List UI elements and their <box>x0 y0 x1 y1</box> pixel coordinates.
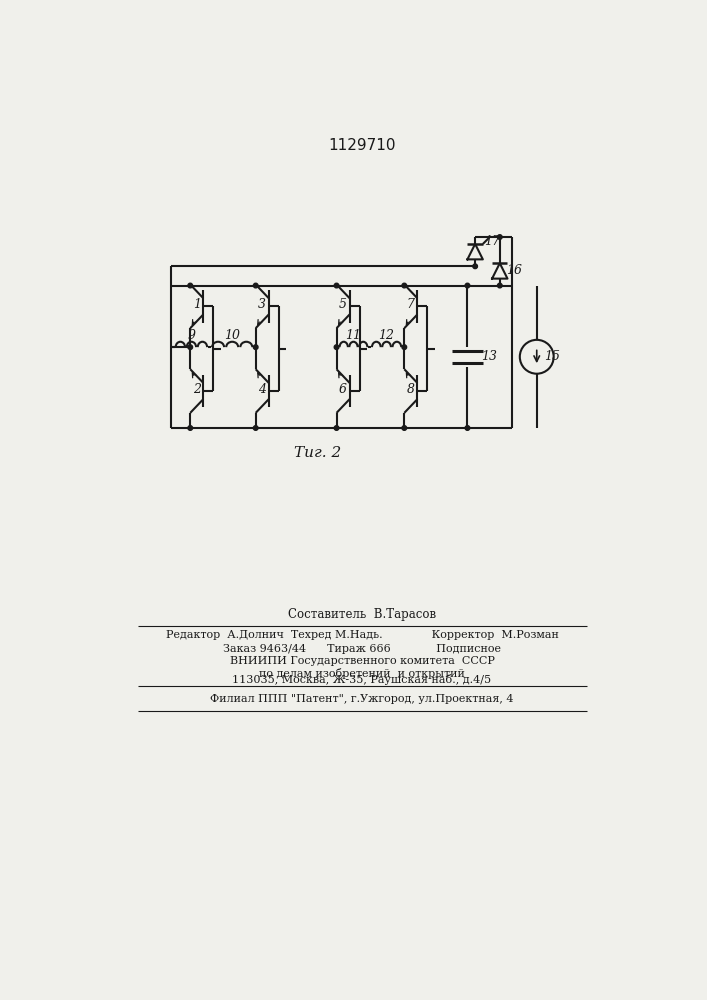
Circle shape <box>188 426 192 430</box>
Circle shape <box>334 426 339 430</box>
Circle shape <box>188 283 192 288</box>
Text: 113035, Москва, Ж-35, Раушская наб., д.4/5: 113035, Москва, Ж-35, Раушская наб., д.4… <box>233 674 491 685</box>
Text: 9: 9 <box>187 329 195 342</box>
Text: 15: 15 <box>544 350 560 363</box>
Text: 2: 2 <box>193 383 201 396</box>
Text: 6: 6 <box>339 383 347 396</box>
Circle shape <box>253 426 258 430</box>
Circle shape <box>334 345 339 349</box>
Circle shape <box>402 426 407 430</box>
Circle shape <box>253 345 258 349</box>
Text: 8: 8 <box>407 383 415 396</box>
Text: 10: 10 <box>224 329 240 342</box>
Text: 17: 17 <box>484 235 500 248</box>
Text: 1129710: 1129710 <box>328 138 396 153</box>
Circle shape <box>402 345 407 349</box>
Text: 11: 11 <box>346 329 361 342</box>
Text: 4: 4 <box>258 383 267 396</box>
Text: 16: 16 <box>506 264 522 277</box>
Text: Редактор  А.Долнич  Техред М.Надь.              Корректор  М.Розман: Редактор А.Долнич Техред М.Надь. Коррект… <box>165 630 559 640</box>
Circle shape <box>498 235 502 239</box>
Text: 3: 3 <box>258 298 267 311</box>
Circle shape <box>465 283 469 288</box>
Text: Заказ 9463/44      Тираж 666             Подписное: Заказ 9463/44 Тираж 666 Подписное <box>223 644 501 654</box>
Text: Τиг. 2: Τиг. 2 <box>293 446 341 460</box>
Circle shape <box>334 283 339 288</box>
Circle shape <box>402 283 407 288</box>
Circle shape <box>473 264 477 269</box>
Text: Составитель  В.Тарасов: Составитель В.Тарасов <box>288 608 436 621</box>
Text: по делам изобретений  и открытий: по делам изобретений и открытий <box>259 668 465 679</box>
Circle shape <box>465 426 469 430</box>
Text: 7: 7 <box>407 298 415 311</box>
Text: Филиал ППП "Патент", г.Ужгород, ул.Проектная, 4: Филиал ППП "Патент", г.Ужгород, ул.Проек… <box>210 694 514 704</box>
Text: 13: 13 <box>481 350 497 363</box>
Text: ВНИИПИ Государственного комитета  СССР: ВНИИПИ Государственного комитета СССР <box>230 656 494 666</box>
Text: 12: 12 <box>378 329 395 342</box>
Circle shape <box>498 283 502 288</box>
Text: 1: 1 <box>193 298 201 311</box>
Text: 5: 5 <box>339 298 347 311</box>
Circle shape <box>253 283 258 288</box>
Circle shape <box>188 345 192 349</box>
